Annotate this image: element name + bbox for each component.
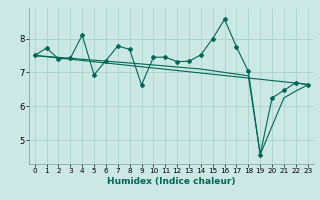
X-axis label: Humidex (Indice chaleur): Humidex (Indice chaleur) xyxy=(107,177,236,186)
